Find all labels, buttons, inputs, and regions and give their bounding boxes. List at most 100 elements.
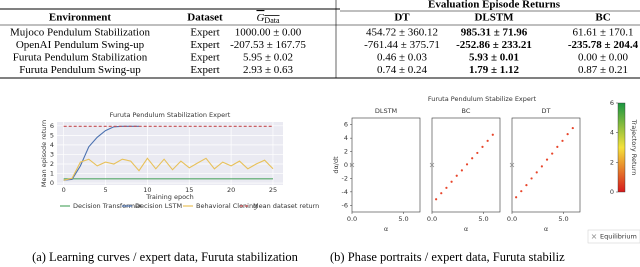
y-tick-label: -2	[342, 174, 348, 182]
scatter-point	[545, 158, 549, 161]
table-cell: 2.93 ± 0.63	[243, 64, 294, 76]
legend-marker	[591, 234, 597, 239]
scatter-point	[491, 133, 494, 136]
scatter-point	[556, 145, 559, 148]
y-tick-label: 2	[50, 160, 54, 168]
table-cell: 5.93 ± 0.01	[469, 52, 519, 64]
table-cell: 0.74 ± 0.24	[377, 64, 428, 76]
x-tick-label: 20	[227, 186, 235, 194]
table-cell: Expert	[190, 27, 219, 39]
y-tick-label: 6	[344, 121, 348, 129]
subscript: Data	[264, 16, 280, 25]
table-cell: Expert	[190, 52, 219, 64]
panel-title: BC	[462, 107, 471, 115]
y-tick-label: 2	[344, 148, 348, 156]
y-tick-label: 0	[50, 179, 54, 187]
scatter-point	[540, 165, 543, 168]
table-cell: 454.72 ± 360.12	[366, 27, 438, 39]
table-cell: Furuta Pendulum Stabilization	[13, 52, 148, 64]
plot-area	[57, 122, 283, 185]
colorbar-tick-label: 4	[610, 129, 614, 137]
y-tick-label: 6	[50, 122, 54, 130]
scatter-point	[450, 180, 453, 183]
y-tick-label: 5	[50, 131, 54, 139]
scatter-point	[551, 152, 554, 155]
table-cell: Expert	[190, 64, 219, 76]
scatter-point	[571, 126, 574, 130]
colorbar	[617, 102, 626, 193]
table-cell: -235.78 ± 204.4	[568, 39, 639, 51]
figure-caption: (b) Phase portraits / expert data, Furut…	[330, 250, 565, 264]
table-cell: 0.00 ± 0.00	[578, 52, 629, 64]
group-header: Evaluation Episode Returns	[428, 0, 561, 11]
x-tick-label: 5.0	[478, 215, 488, 223]
x-tick-label: 0.0	[427, 215, 437, 223]
legend-label: Decision LSTM	[135, 202, 182, 210]
x-tick-label: 10	[143, 186, 151, 194]
x-tick-label: 25	[269, 186, 277, 194]
table-cell: -761.44 ± 375.71	[364, 39, 440, 51]
scatter-point	[455, 174, 458, 177]
panel	[351, 117, 421, 213]
colorbar-label: Trajectory Return	[630, 119, 638, 176]
y-axis-label: Mean episode return	[40, 120, 48, 187]
scatter-point	[471, 157, 474, 160]
table-cell: 0.87 ± 0.21	[578, 64, 628, 76]
y-tick-label: 4	[344, 134, 348, 142]
figure-caption: (a) Learning curves / expert data, Furut…	[32, 250, 299, 264]
colorbar-tick-label: 2	[610, 158, 614, 166]
x-tick-label: 0	[62, 186, 66, 194]
x-axis-label: Training epoch	[145, 193, 194, 201]
colorbar-tick-label: 0	[610, 188, 614, 196]
equilibrium-marker	[349, 162, 355, 168]
x-axis-label: α	[384, 225, 388, 233]
legend-label: Behavioral Cloning	[196, 202, 257, 210]
scatter-point	[535, 171, 538, 174]
x-axis-label: α	[464, 225, 468, 233]
table-cell: -252.86 ± 233.21	[456, 39, 532, 51]
table-cell: 0.46 ± 0.03	[377, 52, 428, 64]
column-header: DLSTM	[474, 12, 514, 24]
y-tick-label: 4	[50, 141, 54, 149]
panel-title: DLSTM	[375, 107, 397, 115]
x-tick-label: 5.0	[398, 215, 408, 223]
table-cell: 61.61 ± 170.1	[572, 27, 633, 39]
table-cell: 985.31 ± 71.96	[461, 27, 528, 39]
scatter-point	[435, 198, 438, 201]
chart-title: Furuta Pendulum Stabilize Expert	[428, 95, 537, 103]
x-tick-label: 5	[103, 186, 107, 194]
equilibrium-marker	[429, 162, 435, 168]
colorbar-tick-label: 6	[610, 99, 614, 107]
legend-label: Mean dataset return	[253, 202, 319, 210]
legend-box	[587, 229, 640, 244]
x-tick-label: 0.0	[347, 215, 357, 223]
series-line	[63, 157, 274, 181]
x-tick-label: 15	[185, 186, 193, 194]
table-cell: Mujoco Pendulum Stabilization	[10, 27, 150, 39]
symbol: G	[256, 12, 264, 24]
table-cell: Furuta Pendulum Swing-up	[19, 64, 141, 76]
scatter-point	[440, 192, 443, 195]
y-tick-label: 0	[344, 161, 348, 169]
panel-title: DT	[542, 107, 551, 115]
scatter-point	[561, 139, 564, 142]
scatter-point	[445, 186, 448, 189]
y-tick-label: -4	[342, 188, 348, 196]
legend-label: Equilibrium	[600, 233, 637, 241]
scatter-point	[476, 151, 479, 155]
table-cell: OpenAI Pendulum Swing-up	[16, 39, 145, 51]
column-header: Environment	[49, 12, 111, 24]
scatter-point	[486, 139, 489, 142]
panel	[511, 117, 581, 213]
scatter-point	[525, 184, 528, 187]
y-tick-label: 3	[50, 150, 54, 158]
table-cell: Expert	[190, 39, 219, 51]
scatter-point	[465, 163, 469, 166]
panel	[431, 117, 501, 213]
x-axis-label: α	[544, 225, 548, 233]
table-cell: 5.95 ± 0.02	[243, 52, 293, 64]
x-tick-label: 5.0	[558, 215, 568, 223]
scatter-point	[460, 169, 463, 172]
x-tick-label: 0.0	[507, 215, 517, 223]
